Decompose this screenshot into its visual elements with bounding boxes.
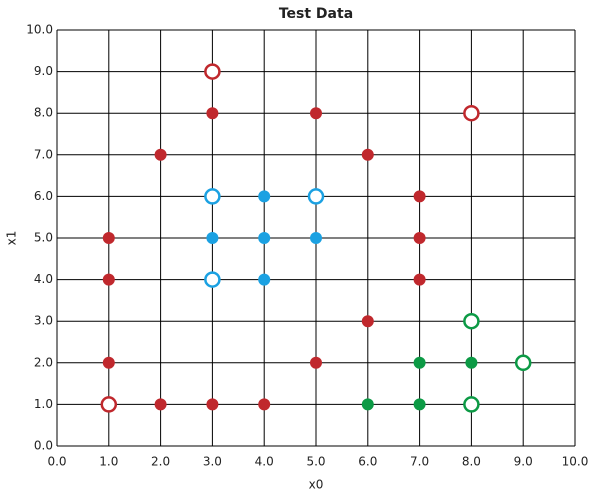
- y-axis-label: x1: [5, 231, 19, 246]
- y-tick-label: 2.0: [34, 355, 53, 369]
- point: [204, 271, 221, 288]
- y-tick-label: 5.0: [34, 231, 53, 245]
- point: [307, 188, 325, 205]
- point: [465, 356, 478, 369]
- x-tick-label: 2.0: [151, 455, 170, 469]
- point: [154, 148, 167, 161]
- x-tick-label: 6.0: [358, 455, 377, 469]
- point: [258, 273, 271, 286]
- point: [100, 396, 118, 413]
- point: [413, 356, 426, 369]
- point: [413, 273, 426, 286]
- point: [204, 63, 221, 80]
- y-tick-label: 0.0: [34, 439, 53, 453]
- x-tick-label: 7.0: [410, 455, 429, 469]
- point: [102, 356, 115, 369]
- y-tick-label: 10.0: [26, 23, 53, 37]
- y-tick-label: 4.0: [34, 272, 53, 286]
- point: [361, 398, 374, 411]
- point: [310, 232, 322, 244]
- point: [206, 398, 219, 411]
- point: [310, 107, 322, 120]
- point: [413, 190, 426, 203]
- point: [361, 148, 374, 161]
- chart-title: Test Data: [279, 6, 353, 22]
- x-tick-label: 8.0: [462, 455, 481, 469]
- y-tick-label: 6.0: [34, 189, 53, 203]
- point: [361, 315, 374, 328]
- x-tick-label: 10.0: [562, 455, 589, 469]
- point: [463, 104, 480, 122]
- x-tick-label: 0.0: [47, 455, 66, 469]
- x-axis-label: x0: [309, 478, 324, 492]
- y-tick-label: 8.0: [34, 106, 53, 120]
- point: [102, 273, 115, 286]
- point: [206, 232, 219, 244]
- x-tick-label: 3.0: [203, 455, 222, 469]
- point: [413, 398, 426, 411]
- point: [154, 398, 167, 411]
- y-tick-label: 3.0: [34, 314, 53, 328]
- point: [514, 354, 532, 372]
- point: [204, 188, 221, 205]
- x-tick-label: 1.0: [99, 455, 118, 469]
- point: [102, 232, 115, 244]
- x-tick-label: 5.0: [306, 455, 325, 469]
- point: [258, 232, 271, 244]
- x-tick-label: 4.0: [255, 455, 274, 469]
- y-tick-label: 9.0: [34, 64, 53, 78]
- point: [310, 356, 322, 369]
- point: [463, 396, 480, 413]
- x-tick-label: 9.0: [514, 455, 533, 469]
- point: [463, 312, 480, 330]
- point: [413, 232, 426, 244]
- point: [206, 107, 219, 120]
- point: [258, 398, 271, 411]
- y-tick-label: 1.0: [34, 397, 53, 411]
- y-tick-label: 7.0: [34, 147, 53, 161]
- point: [258, 190, 271, 203]
